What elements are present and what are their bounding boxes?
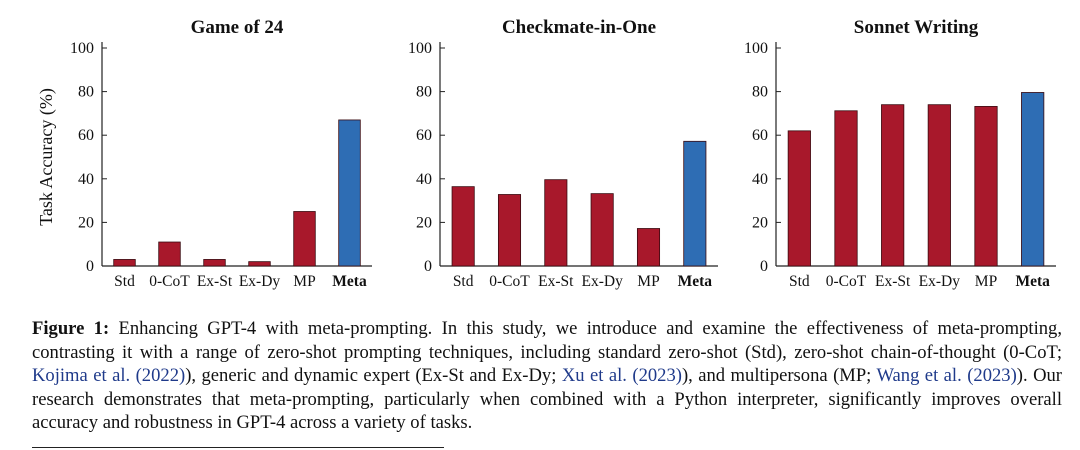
footnote-rule xyxy=(32,447,444,448)
x-tick-label: MP xyxy=(975,273,997,290)
bar-std xyxy=(787,130,811,267)
y-tick-label: 20 xyxy=(78,214,94,231)
bar-ex-st xyxy=(881,104,905,267)
citation-kojima[interactable]: Kojima et al. (2022) xyxy=(32,365,186,386)
x-tick-label: Ex-St xyxy=(538,273,574,290)
chart-title: Checkmate-in-One xyxy=(502,17,656,38)
bar-meta xyxy=(338,119,361,267)
chart-title: Game of 24 xyxy=(191,17,284,38)
bar-mp xyxy=(636,228,661,267)
x-tick-label: Meta xyxy=(678,273,713,290)
citation-xu[interactable]: Xu et al. (2023) xyxy=(561,365,682,386)
x-tick-label: 0-CoT xyxy=(489,273,530,290)
y-tick-label: 80 xyxy=(416,84,432,101)
bar-ex-st xyxy=(203,259,226,267)
y-tick-label: 80 xyxy=(78,84,94,101)
x-tick-label: Std xyxy=(114,273,135,290)
chart-panel-2: Checkmate-in-One 0 20 40 60 80 100 Std 0-CoT Ex-S… xyxy=(408,17,718,290)
y-tick-label: 60 xyxy=(752,127,768,144)
x-tick-label: Std xyxy=(453,273,474,290)
x-tick-label: Ex-St xyxy=(197,273,233,290)
x-tick-label: Ex-Dy xyxy=(239,273,281,290)
bar-ex-dy xyxy=(590,193,614,267)
y-tick-label: 100 xyxy=(70,40,94,57)
bar-meta xyxy=(1021,92,1045,267)
citation-wang[interactable]: Wang et al. (2023) xyxy=(876,365,1017,386)
x-tick-label: Ex-St xyxy=(875,273,911,290)
figure-caption: Figure 1: Enhancing GPT-4 with meta-prom… xyxy=(32,317,1062,435)
x-tick-label: 0-CoT xyxy=(149,273,190,290)
x-tick-label: Ex-Dy xyxy=(919,273,961,290)
y-tick-label: 0 xyxy=(760,258,768,275)
bar-std xyxy=(113,259,136,267)
bar-charts-svg: Game of 24 0 20 40 60 80 100 Task Accuracy (%) S… xyxy=(36,17,1056,290)
x-tick-label: Std xyxy=(789,273,810,290)
x-tick-label: MP xyxy=(637,273,659,290)
y-tick-label: 40 xyxy=(416,171,432,188)
chart-panel-3: Sonnet Writing 0 20 40 60 80 100 Std 0-CoT Ex-St E… xyxy=(744,17,1056,290)
y-tick-label: 20 xyxy=(416,214,432,231)
bar-ex-dy xyxy=(248,261,271,267)
caption-label: Figure 1: xyxy=(32,318,110,339)
bar-0-cot xyxy=(834,110,858,267)
x-tick-label: Ex-Dy xyxy=(582,273,624,290)
y-tick-label: 100 xyxy=(744,40,768,57)
y-tick-label: 0 xyxy=(424,258,432,275)
y-axis-label: Task Accuracy (%) xyxy=(36,88,57,226)
bar-0-cot xyxy=(497,194,522,267)
y-tick-label: 40 xyxy=(78,171,94,188)
bar-ex-st xyxy=(544,179,568,267)
figure-charts: Game of 24 0 20 40 60 80 100 Task Accuracy (%) S… xyxy=(36,17,1056,290)
x-tick-label: MP xyxy=(293,273,315,290)
y-tick-label: 40 xyxy=(752,171,768,188)
bar-0-cot xyxy=(158,241,181,267)
y-tick-label: 20 xyxy=(752,214,768,231)
caption-text-3: ), and multipersona (MP; xyxy=(681,365,877,386)
x-tick-label: Meta xyxy=(332,273,367,290)
chart-title: Sonnet Writing xyxy=(854,17,979,38)
bar-mp xyxy=(293,211,316,267)
caption-text-2: ), generic and dynamic expert (Ex-St and… xyxy=(185,365,562,386)
x-tick-label: Meta xyxy=(1015,273,1050,290)
chart-panel-1: Game of 24 0 20 40 60 80 100 Task Accuracy (%) S… xyxy=(36,17,372,290)
bar-ex-dy xyxy=(927,104,951,267)
y-tick-label: 0 xyxy=(86,258,94,275)
x-tick-label: 0-CoT xyxy=(826,273,867,290)
caption-text-1: Enhancing GPT-4 with meta-prompting. In … xyxy=(32,318,1062,363)
bar-std xyxy=(451,186,475,267)
y-tick-label: 80 xyxy=(752,84,768,101)
caption-text-4: ). Our research demonstrates that meta-p… xyxy=(32,365,1062,433)
bar-mp xyxy=(974,106,998,267)
y-tick-label: 60 xyxy=(416,127,432,144)
y-tick-label: 100 xyxy=(408,40,432,57)
bar-meta xyxy=(683,140,707,267)
y-tick-label: 60 xyxy=(78,127,94,144)
